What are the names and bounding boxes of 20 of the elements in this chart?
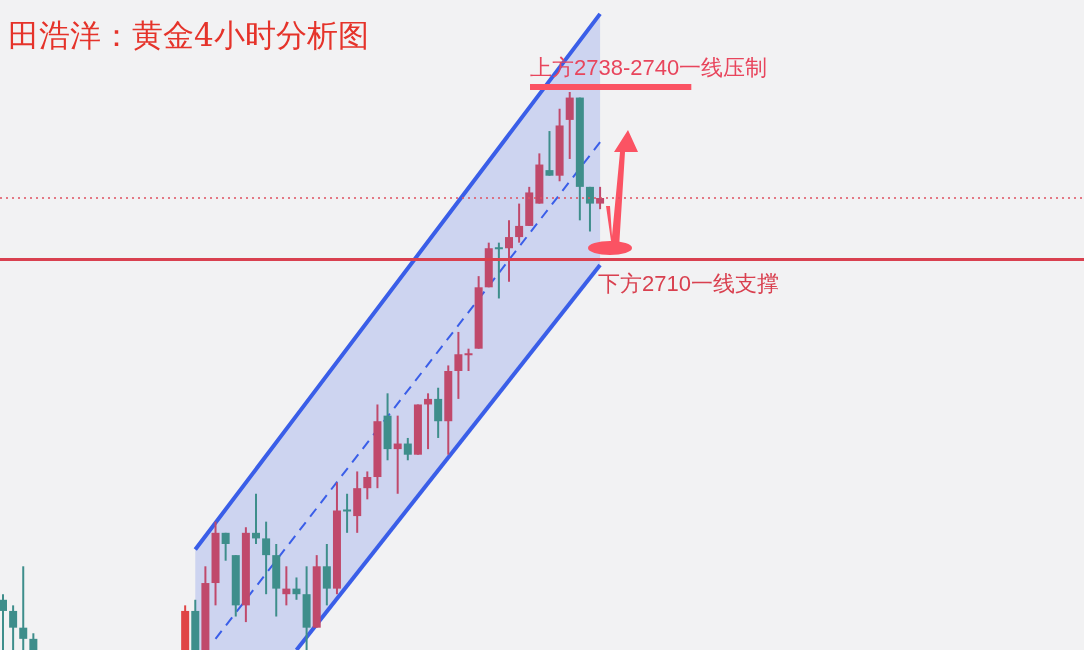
candlestick <box>515 202 524 244</box>
candlestick <box>343 492 352 534</box>
candlestick <box>565 91 574 160</box>
chart-title: 田浩洋：黄金4小时分析图 <box>8 17 369 53</box>
candlestick <box>545 130 554 177</box>
ref-line-label: 下方2710一线支撑 <box>598 271 779 297</box>
candlestick <box>363 470 372 501</box>
candlestick <box>19 565 28 650</box>
candlestick <box>454 330 463 400</box>
candlestick <box>464 347 473 372</box>
candlestick <box>262 520 271 596</box>
candlestick <box>221 531 230 562</box>
candlestick <box>596 185 605 211</box>
candlestick <box>434 386 443 439</box>
candlestick <box>403 436 412 462</box>
candlestick <box>505 219 513 283</box>
candlestick <box>0 593 7 650</box>
candlestick <box>322 542 331 607</box>
candlestick <box>494 241 503 300</box>
candlestick <box>9 604 18 650</box>
